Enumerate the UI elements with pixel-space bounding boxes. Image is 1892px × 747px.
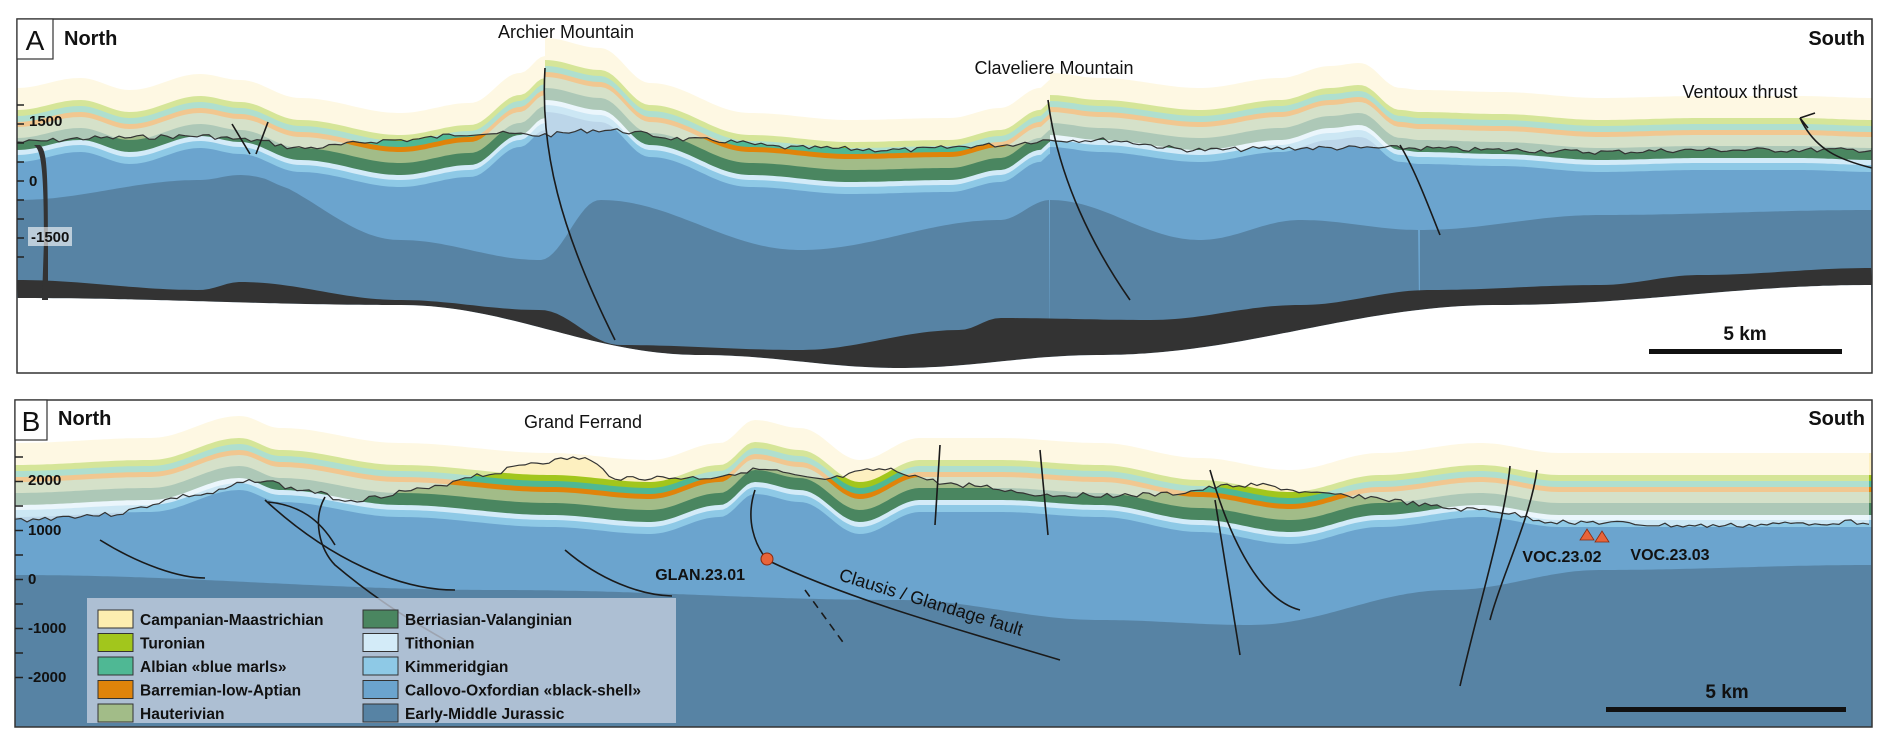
axis-label-bg <box>28 227 72 246</box>
eroded-overlay <box>17 19 1871 155</box>
sample-marker-voc03 <box>1594 530 1610 543</box>
panel-b-letter: B <box>22 406 41 437</box>
legend: Campanian-Maastrichian Turonian Albian «bl… <box>87 598 676 723</box>
basement <box>17 268 1872 368</box>
legend-label: Barremian-low-Aptian <box>140 683 301 700</box>
legend-label: Callovo-Oxfordian «black-shell» <box>405 683 641 700</box>
panel-a-letter: A <box>26 25 45 56</box>
north-label: North <box>58 408 111 430</box>
axis-tick-label: -2000 <box>28 669 66 686</box>
fault-line <box>1459 465 1511 687</box>
legend-label: Kimmeridgian <box>405 659 508 676</box>
scale-bar-label: 5 km <box>1723 324 1766 345</box>
legend-swatch <box>97 680 134 699</box>
fault-line <box>267 501 336 546</box>
panel-a-faults <box>231 67 1872 341</box>
panel-b: B North South Grand Ferrand 2000 1000 0 … <box>14 399 1873 728</box>
axis-tick-label: 2000 <box>28 472 61 489</box>
panel-a: A North South Archier Mountain Clavelier… <box>16 18 1873 374</box>
legend-label: Early-Middle Jurassic <box>405 706 565 723</box>
eroded-overlay <box>15 400 1869 528</box>
north-label: North <box>64 28 117 50</box>
topography-line <box>15 456 1870 528</box>
place-label-grand-ferrand: Grand Ferrand <box>524 412 642 432</box>
fault-line <box>1214 499 1241 656</box>
fault-line <box>1039 449 1049 536</box>
scale-bar <box>1649 349 1842 354</box>
fault-line <box>564 549 673 597</box>
sample-label-glan: GLAN.23.01 <box>655 567 745 584</box>
legend-swatch <box>362 656 399 676</box>
fault-line <box>264 499 456 591</box>
sample-label-voc03: VOC.23.03 <box>1630 547 1709 564</box>
fault-line <box>1489 469 1538 621</box>
panel-b-frame <box>14 399 1873 728</box>
sample-marker-glan <box>760 552 774 566</box>
legend-label: Campanian-Maastrichian <box>140 612 323 629</box>
legend-swatch <box>362 633 399 652</box>
fault-line <box>1399 144 1441 236</box>
legend-label: Hauterivian <box>140 706 224 723</box>
ventoux-thrust-fault <box>1799 117 1872 169</box>
panel-a-depth-axis <box>17 104 24 258</box>
panel-a-strata <box>17 19 1872 373</box>
legend-swatch <box>97 656 134 676</box>
below-section <box>17 285 1872 373</box>
sample-label-voc02: VOC.23.02 <box>1522 549 1601 566</box>
fault-line <box>99 539 206 579</box>
sample-marker-voc02 <box>1579 528 1595 541</box>
south-label: South <box>1808 28 1865 50</box>
fault-line <box>1209 469 1301 611</box>
panel-a-frame <box>16 18 1873 374</box>
axis-tick-label: 0 <box>29 173 37 190</box>
legend-label: Albian «blue marls» <box>140 659 286 676</box>
legend-swatch <box>97 633 134 652</box>
fault-line <box>231 121 269 155</box>
legend-label: Tithonian <box>405 636 474 653</box>
scale-bar-label: 5 km <box>1705 682 1748 703</box>
place-label-archier: Archier Mountain <box>498 22 634 42</box>
axis-tick-label: 0 <box>28 571 36 588</box>
scale-bar <box>1606 707 1846 712</box>
legend-label: Berriasian-Valanginian <box>405 612 572 629</box>
panel-b-letter-box <box>14 399 48 441</box>
claveliere-fault <box>1047 99 1131 301</box>
legend-swatch <box>362 609 399 629</box>
axis-tick-label: 1500 <box>29 113 62 130</box>
place-label-claveliere: Claveliere Mountain <box>974 58 1133 78</box>
legend-swatch <box>362 680 399 699</box>
legend-swatch <box>97 609 134 629</box>
axis-tick-label: -1000 <box>28 620 66 637</box>
axis-tick-label: -1500 <box>31 229 69 246</box>
panel-b-depth-axis <box>15 456 23 679</box>
clausis-glandage-fault <box>750 489 1061 661</box>
fault-line <box>934 444 941 526</box>
arrow-icon <box>1799 112 1816 129</box>
fault-line-dashed <box>804 589 846 646</box>
legend-label: Turonian <box>140 636 205 653</box>
south-label: South <box>1808 408 1865 430</box>
diapir <box>34 145 48 300</box>
legend-swatch <box>97 703 134 723</box>
legend-swatch <box>362 703 399 723</box>
stratum-early-middle-jurassic <box>545 200 1050 373</box>
archier-thrust-fault <box>543 67 616 341</box>
topography-line <box>17 128 1872 155</box>
panel-a-letter-box <box>16 18 54 60</box>
place-label-ventoux-thrust: Ventoux thrust <box>1682 82 1797 102</box>
axis-tick-label: 1000 <box>28 522 61 539</box>
